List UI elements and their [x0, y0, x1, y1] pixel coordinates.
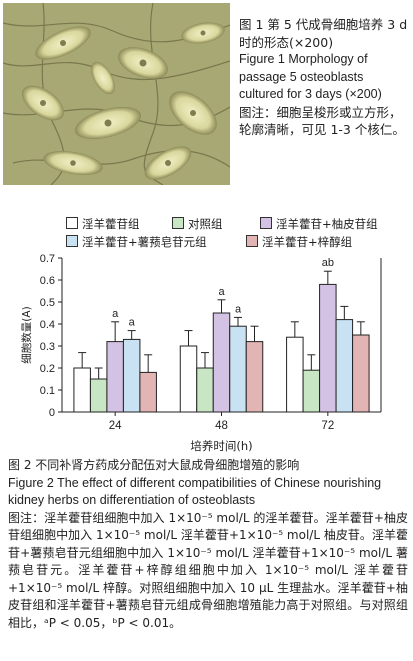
x-tick-label: 24 [109, 420, 122, 432]
figure2-caption: 图 2 不同补肾方药成分配伍对大鼠成骨细胞增殖的影响 Figure 2 The … [8, 457, 408, 632]
figure1-title-en: Figure 1 Morphology of passage 5 osteobl… [239, 52, 382, 101]
bar [73, 367, 91, 413]
bar [196, 367, 214, 413]
x-tick-label: 48 [215, 420, 228, 432]
legend-label: 淫羊藿苷+柚皮苷组 [276, 217, 378, 231]
legend-item: 淫羊藿苷+柚皮苷组 [260, 216, 378, 232]
bar [319, 283, 337, 413]
y-tick-label: 0.2 [40, 363, 55, 375]
figure1-title-zh: 图 1 第 5 代成骨细胞培养 3 d 时的形态(×200) [239, 17, 408, 50]
legend-label: 对照组 [188, 217, 223, 231]
significance-label: a [218, 286, 225, 298]
figure2-note: 图注：淫羊藿苷组细胞中加入 1×10⁻⁵ mol/L 的淫羊藿苷。淫羊藿苷+柚皮… [8, 510, 408, 630]
figure1-note: 图注：细胞呈梭形或立方形，轮廓清晰，可见 1-3 个核仁。 [239, 104, 405, 138]
bar [335, 319, 354, 413]
y-tick-label: 0.6 [40, 275, 55, 287]
legend-item: 对照组 [172, 216, 223, 232]
bar [89, 378, 108, 413]
bar [286, 336, 304, 413]
legend-swatch [66, 217, 78, 229]
bar [212, 312, 231, 413]
y-tick-label: 0.1 [40, 385, 55, 397]
significance-label: a [235, 303, 242, 315]
legend-swatch [260, 217, 272, 229]
bar [122, 338, 141, 413]
significance-label: ab [322, 257, 334, 269]
legend-label: 淫羊藿苷组 [82, 217, 140, 231]
legend-swatch [246, 235, 258, 247]
legend-swatch [66, 235, 78, 247]
significance-label: a [112, 308, 119, 320]
figure2-title-zh: 图 2 不同补肾方药成分配伍对大鼠成骨细胞增殖的影响 [8, 458, 300, 472]
legend-swatch [172, 217, 184, 229]
y-axis-label: 细胞数量(A) [20, 306, 33, 363]
bar [302, 369, 321, 413]
y-tick-label: 0.3 [40, 341, 55, 353]
bar [352, 334, 370, 413]
y-tick-label: 0.7 [40, 253, 55, 265]
figure1-caption: 图 1 第 5 代成骨细胞培养 3 d 时的形态(×200) Figure 1 … [239, 16, 411, 139]
legend-item: 淫羊藿苷+薯蓣皂苷元组 [66, 234, 207, 250]
y-tick-label: 0 [49, 407, 55, 419]
proliferation-bar-chart: 00.10.20.30.40.50.60.7细胞数量(A)24aa48aa72a… [20, 253, 382, 453]
bar [106, 341, 124, 413]
legend-label: 淫羊藿苷+薯蓣皂苷元组 [82, 235, 207, 249]
bar [179, 345, 198, 413]
legend-item: 淫羊藿苷+梓醇组 [246, 234, 352, 250]
bar [139, 371, 157, 413]
figure2-title-en: Figure 2 The effect of different compati… [8, 475, 382, 508]
significance-label: a [129, 317, 136, 329]
legend-item: 淫羊藿苷组 [66, 216, 140, 232]
x-tick-label: 72 [321, 420, 334, 432]
y-tick-label: 0.4 [40, 319, 55, 331]
osteoblast-micrograph [3, 3, 230, 185]
y-tick-label: 0.5 [40, 297, 55, 309]
bar [245, 341, 264, 413]
bar [229, 325, 247, 413]
x-axis-label: 培养时间(h) [190, 439, 252, 453]
legend-label: 淫羊藿苷+梓醇组 [262, 235, 353, 249]
chart-legend: 淫羊藿苷组 对照组 淫羊藿苷+柚皮苷组 淫羊藿苷+薯蓣皂苷元组 淫羊藿苷+梓醇组 [0, 212, 413, 252]
